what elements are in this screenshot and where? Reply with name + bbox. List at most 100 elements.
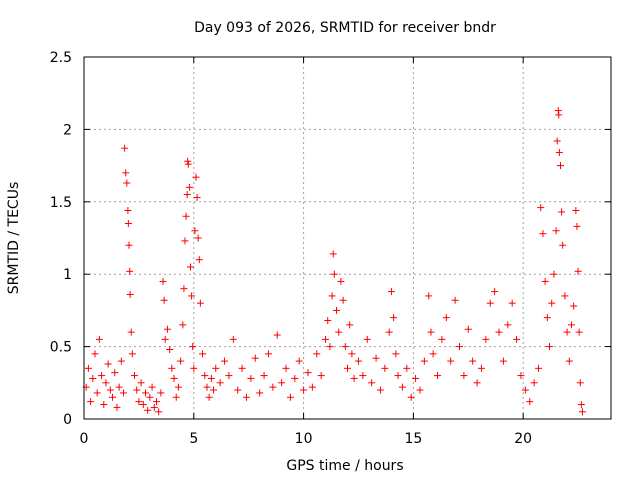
data-point — [565, 357, 573, 365]
data-point — [216, 379, 224, 387]
x-tick-label: 10 — [295, 431, 313, 447]
y-tick-label: 2.5 — [50, 50, 72, 66]
data-point — [469, 357, 477, 365]
data-point — [191, 227, 199, 235]
y-tick-label: 1.5 — [50, 195, 72, 211]
data-point — [434, 372, 442, 380]
data-point — [339, 296, 347, 304]
data-point — [131, 372, 139, 380]
data-point — [354, 357, 362, 365]
data-point — [460, 372, 468, 380]
data-point — [181, 237, 189, 245]
data-point — [128, 350, 136, 358]
data-point — [161, 335, 169, 343]
data-point — [322, 335, 330, 343]
data-point — [144, 406, 152, 414]
data-point — [563, 328, 571, 336]
data-point — [574, 267, 582, 275]
data-point — [559, 241, 567, 249]
data-points — [82, 107, 586, 416]
data-point — [100, 401, 108, 409]
data-point — [344, 364, 351, 372]
data-point — [552, 227, 560, 235]
data-point — [247, 374, 255, 382]
data-point — [308, 383, 316, 391]
data-point — [196, 299, 204, 307]
data-point — [416, 386, 424, 394]
data-point — [201, 372, 209, 380]
data-point — [111, 369, 119, 377]
data-point — [539, 230, 547, 238]
data-point — [193, 193, 201, 201]
data-point — [412, 374, 420, 382]
data-point — [98, 372, 106, 380]
data-point — [420, 357, 428, 365]
data-point — [210, 386, 218, 394]
data-point — [185, 183, 193, 191]
data-point — [329, 250, 337, 258]
data-point — [555, 111, 563, 119]
data-point — [499, 357, 507, 365]
data-point — [495, 328, 503, 336]
data-point — [106, 386, 114, 394]
data-point — [180, 285, 188, 293]
data-point — [464, 325, 472, 333]
data-point — [394, 372, 402, 380]
data-point — [555, 149, 563, 157]
data-point — [546, 343, 554, 351]
data-point — [477, 364, 485, 372]
data-point — [442, 314, 450, 322]
y-tick-label: 1 — [63, 267, 72, 283]
y-tick-label: 0.5 — [50, 340, 72, 356]
data-point — [530, 379, 538, 387]
data-point — [256, 389, 264, 397]
data-point — [286, 393, 294, 401]
data-point — [93, 389, 101, 397]
data-point — [526, 398, 534, 406]
y-tick-label: 0 — [63, 412, 72, 428]
data-point — [184, 157, 192, 165]
x-axis-label: GPS time / hours — [286, 458, 403, 474]
data-point — [335, 328, 343, 336]
data-point — [155, 408, 163, 416]
data-point — [170, 374, 178, 382]
data-point — [473, 379, 481, 387]
data-point — [242, 393, 250, 401]
x-tick-label: 5 — [189, 431, 198, 447]
data-point — [199, 350, 207, 358]
data-point — [152, 398, 160, 406]
data-point — [491, 288, 499, 296]
data-point — [186, 263, 194, 271]
data-point — [295, 357, 303, 365]
data-point — [561, 292, 569, 300]
data-point — [577, 401, 585, 409]
data-point — [348, 350, 356, 358]
data-point — [521, 386, 529, 394]
data-point — [117, 357, 125, 365]
data-point — [550, 270, 558, 278]
data-point — [87, 398, 95, 406]
data-point — [567, 321, 575, 329]
data-point — [278, 379, 286, 387]
data-point — [168, 364, 176, 372]
data-point — [177, 357, 185, 365]
data-point — [513, 335, 521, 343]
data-point — [398, 383, 406, 391]
x-tick-label: 0 — [80, 431, 89, 447]
data-point — [333, 306, 341, 314]
data-point — [573, 222, 581, 230]
data-point — [376, 386, 384, 394]
data-point — [556, 162, 564, 170]
data-point — [141, 389, 149, 397]
data-point — [159, 277, 167, 285]
data-point — [576, 379, 584, 387]
data-point — [127, 328, 135, 336]
data-point — [447, 357, 455, 365]
data-point — [273, 331, 281, 339]
data-point — [328, 292, 336, 300]
data-point — [330, 270, 338, 278]
data-point — [429, 350, 437, 358]
data-point — [212, 364, 220, 372]
data-point — [238, 364, 246, 372]
